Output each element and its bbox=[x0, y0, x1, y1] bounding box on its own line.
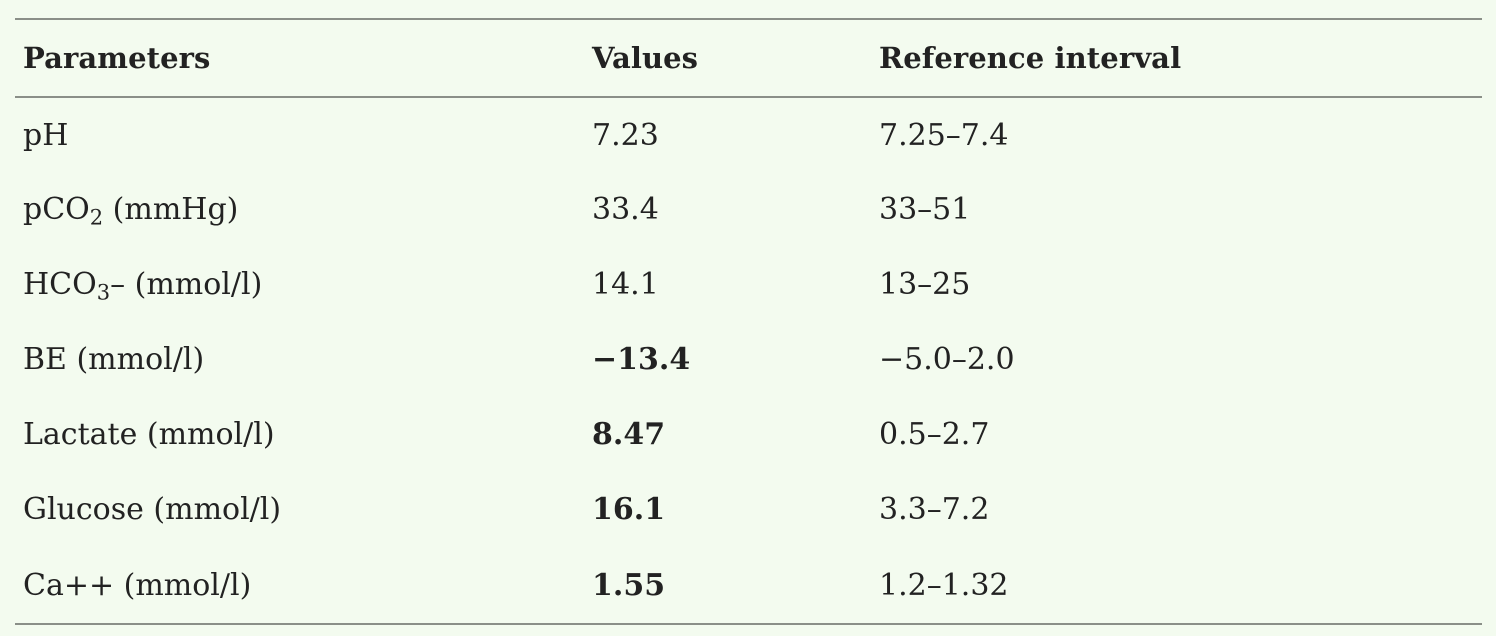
parameter-name: BE (mmol/l) bbox=[23, 342, 205, 377]
table-row: pCO2 (mmHg) 33.4 33–51 bbox=[15, 172, 1482, 247]
table-row: Lactate (mmol/l) 8.47 0.5–2.7 bbox=[15, 397, 1482, 472]
table-row: Ca++ (mmol/l) 1.55 1.2–1.32 bbox=[15, 547, 1482, 624]
value-cell: 8.47 bbox=[592, 417, 666, 452]
reference-cell: 13–25 bbox=[879, 267, 971, 302]
reference-cell: 7.25–7.4 bbox=[879, 117, 1009, 153]
table-header: Parameters Values Reference interval bbox=[15, 19, 1482, 97]
parameter-name: HCO bbox=[23, 267, 97, 302]
table-row: HCO3– (mmol/l) 14.1 13–25 bbox=[15, 247, 1482, 322]
reference-cell: −5.0–2.0 bbox=[879, 342, 1015, 377]
value-cell: 1.55 bbox=[592, 567, 666, 603]
reference-cell: 0.5–2.7 bbox=[879, 417, 990, 452]
parameter-unit: (mmHg) bbox=[103, 192, 239, 227]
header-parameters: Parameters bbox=[23, 41, 211, 75]
reference-cell: 33–51 bbox=[879, 192, 971, 227]
header-row: Parameters Values Reference interval bbox=[15, 19, 1482, 97]
header-values: Values bbox=[592, 41, 699, 75]
parameter-cell: pCO2 (mmHg) bbox=[15, 172, 584, 247]
value-cell: 33.4 bbox=[592, 192, 659, 227]
parameter-subscript: 2 bbox=[89, 205, 104, 230]
table-row: pH 7.23 7.25–7.4 bbox=[15, 97, 1482, 172]
lab-results-table-container: Parameters Values Reference interval pH 7… bbox=[15, 18, 1482, 625]
value-cell: −13.4 bbox=[592, 342, 691, 377]
parameter-cell: BE (mmol/l) bbox=[15, 322, 584, 397]
parameter-cell: Ca++ (mmol/l) bbox=[15, 547, 584, 624]
header-reference-interval: Reference interval bbox=[879, 41, 1182, 75]
parameter-name: Lactate (mmol/l) bbox=[23, 417, 275, 452]
lab-results-table: Parameters Values Reference interval pH 7… bbox=[15, 18, 1482, 625]
parameter-subscript: 3 bbox=[96, 280, 111, 305]
reference-cell: 3.3–7.2 bbox=[879, 492, 990, 527]
parameter-name: Glucose (mmol/l) bbox=[23, 492, 282, 527]
value-cell: 14.1 bbox=[592, 267, 659, 302]
table-body: pH 7.23 7.25–7.4 pCO2 (mmHg) 33.4 33–51 HCO3– … bbox=[15, 97, 1482, 624]
parameter-cell: HCO3– (mmol/l) bbox=[15, 247, 584, 322]
value-cell: 7.23 bbox=[592, 117, 659, 153]
parameter-cell: Lactate (mmol/l) bbox=[15, 397, 584, 472]
parameter-cell: pH bbox=[15, 97, 584, 172]
table-row: BE (mmol/l) −13.4 −5.0–2.0 bbox=[15, 322, 1482, 397]
table-row: Glucose (mmol/l) 16.1 3.3–7.2 bbox=[15, 472, 1482, 547]
parameter-unit: – (mmol/l) bbox=[110, 267, 263, 302]
parameter-name: pH bbox=[23, 117, 69, 153]
reference-cell: 1.2–1.32 bbox=[879, 567, 1009, 603]
value-cell: 16.1 bbox=[592, 492, 666, 527]
parameter-cell: Glucose (mmol/l) bbox=[15, 472, 584, 547]
parameter-name: Ca++ (mmol/l) bbox=[23, 567, 252, 603]
parameter-name: pCO bbox=[23, 192, 90, 227]
